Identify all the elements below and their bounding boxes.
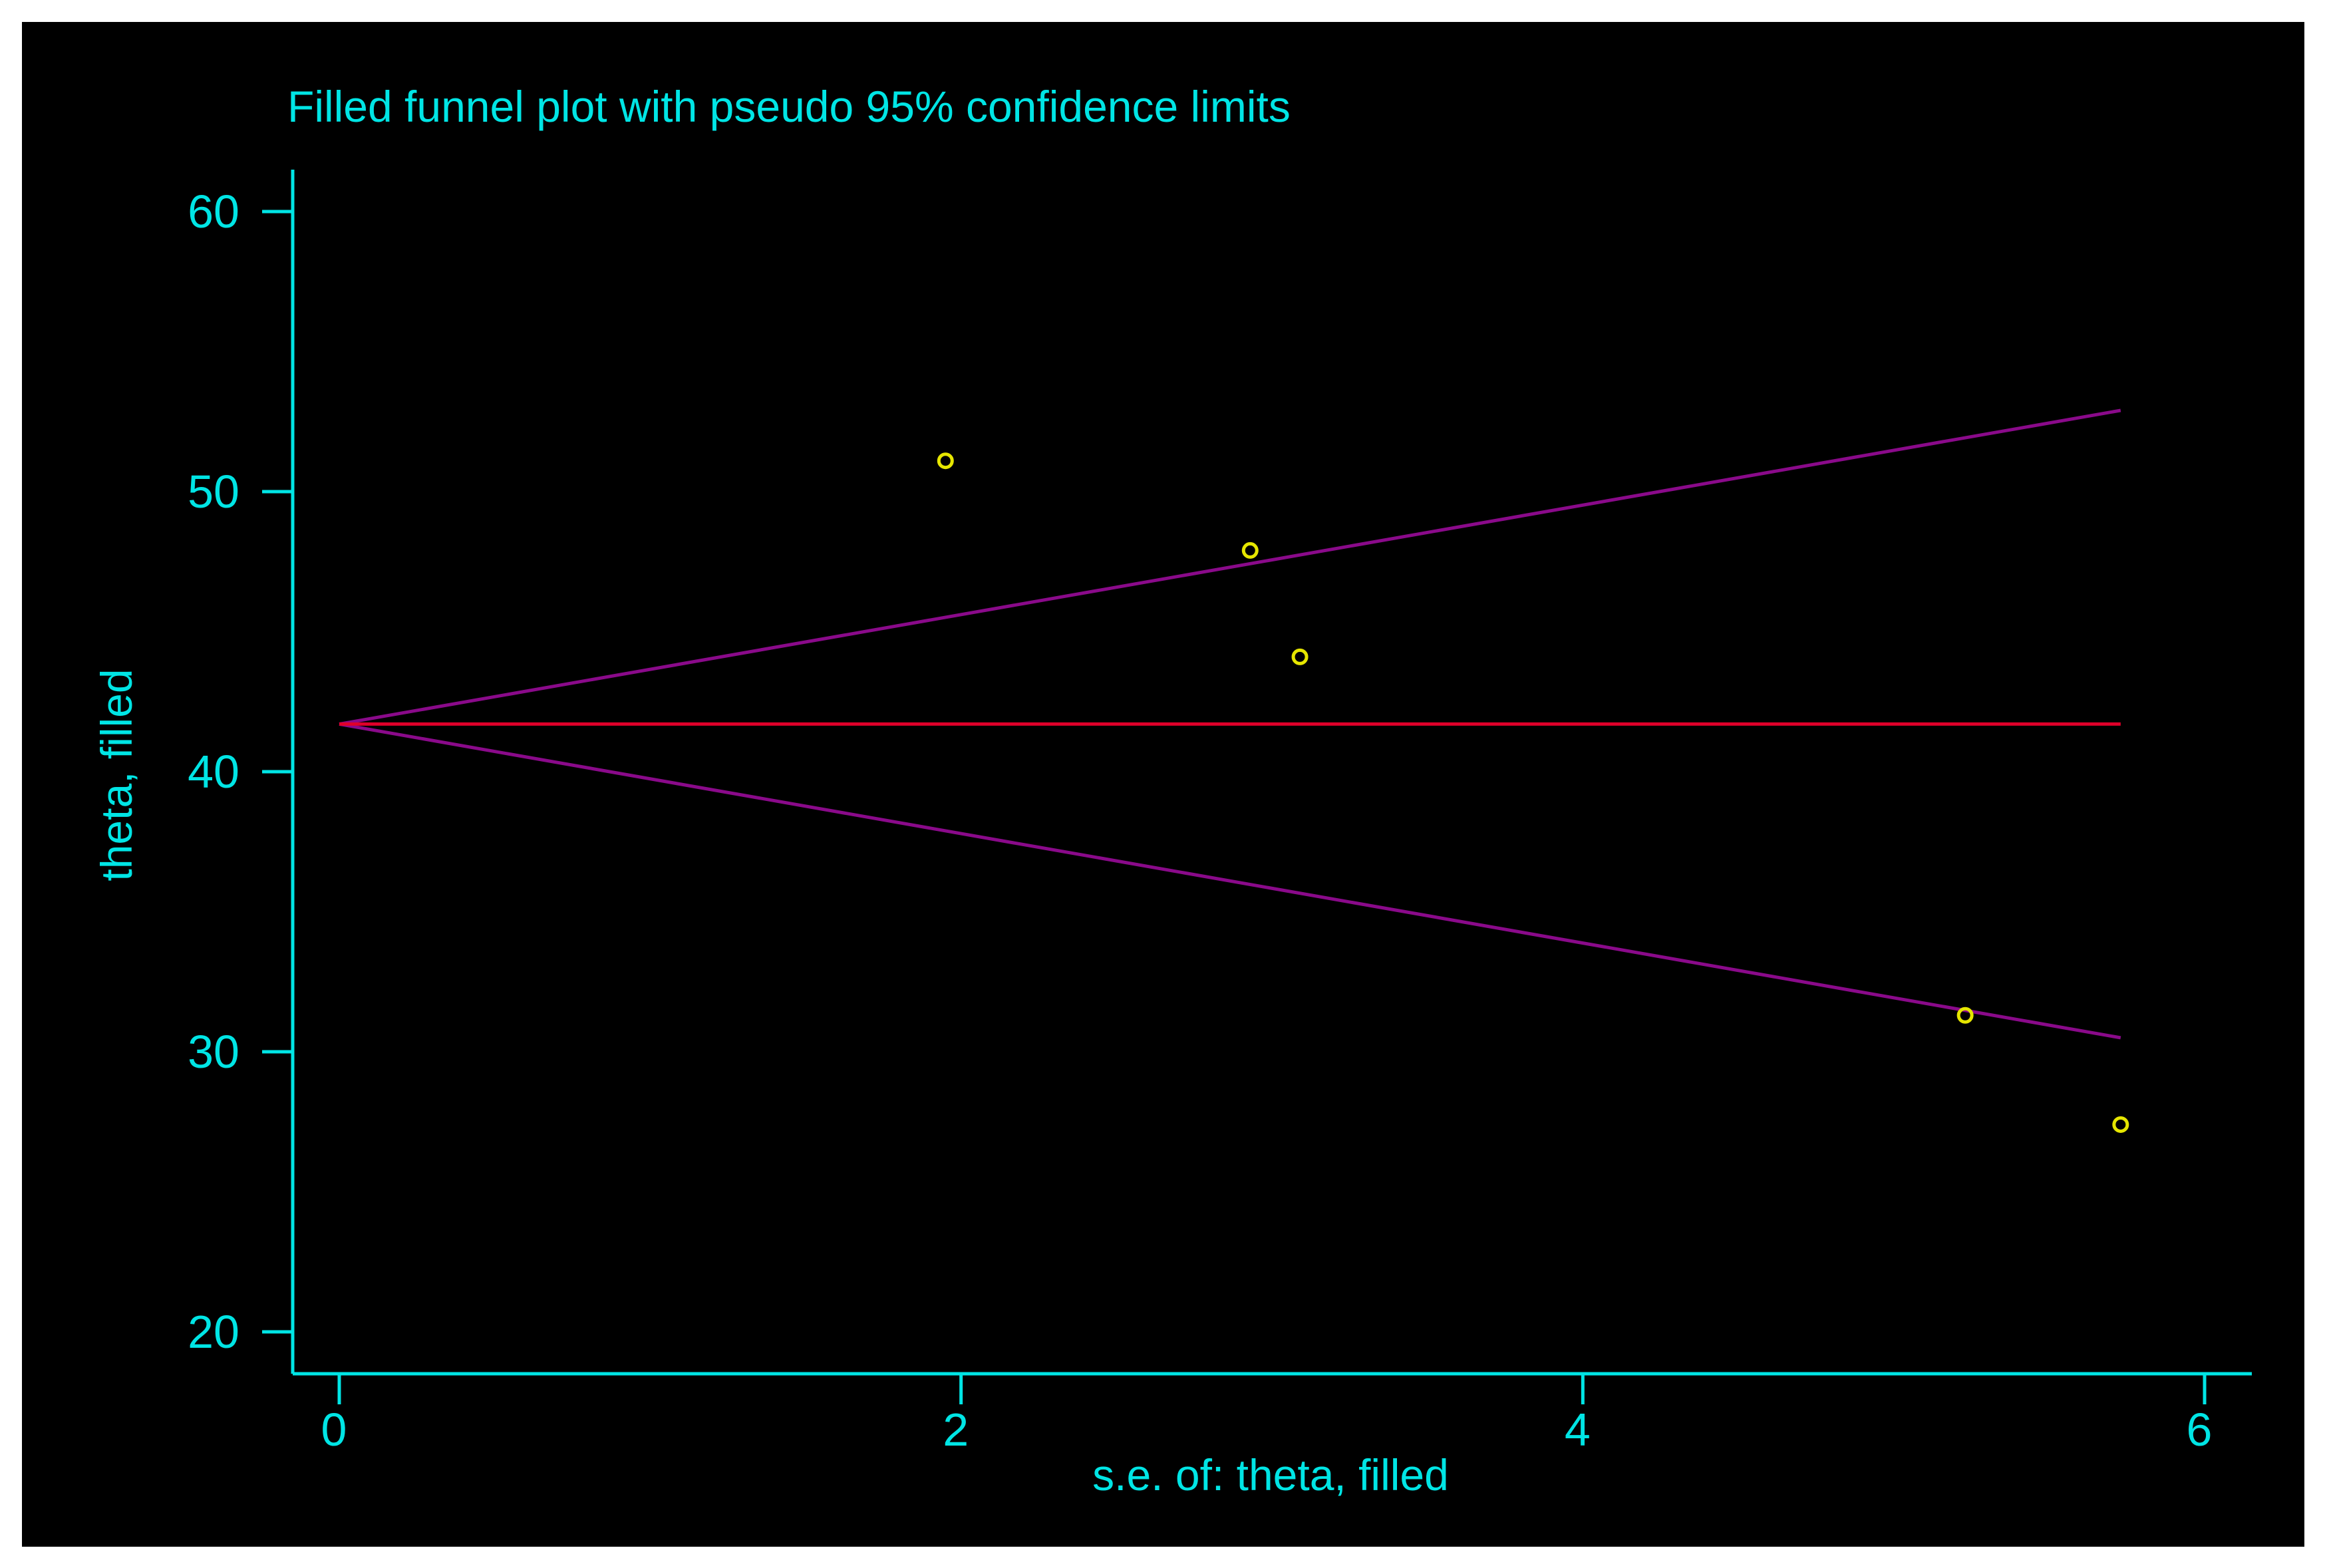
upper-confidence-limit: [339, 408, 2121, 726]
lower-confidence-limit: [339, 722, 2121, 1040]
y-tick-label: 30: [188, 1026, 239, 1078]
x-axis-label: s.e. of: theta, filled: [1092, 1450, 1449, 1499]
data-point: [1241, 542, 1259, 559]
data-points: [937, 452, 2129, 1133]
funnel-lines: [339, 408, 2121, 1040]
x-tick-label: 0: [321, 1404, 347, 1456]
y-tick-label: 60: [188, 186, 239, 237]
y-tick-label: 50: [188, 466, 239, 518]
y-tick-label: 40: [188, 746, 239, 798]
data-point: [937, 452, 954, 470]
y-axis-label: theta, filled: [92, 669, 141, 881]
data-point: [1956, 1007, 1974, 1024]
data-point: [2112, 1116, 2129, 1133]
axes: 20 30 40 50 60 0 2 4 6: [188, 170, 2252, 1456]
data-point: [1291, 648, 1309, 665]
x-tick-label: 4: [1565, 1404, 1591, 1456]
y-tick-label: 20: [188, 1306, 239, 1358]
x-tick-label: 2: [943, 1404, 969, 1456]
x-tick-label: 6: [2187, 1404, 2213, 1456]
chart-title: Filled funnel plot with pseudo 95% confi…: [287, 82, 1291, 131]
chart-background: [22, 22, 2304, 1547]
